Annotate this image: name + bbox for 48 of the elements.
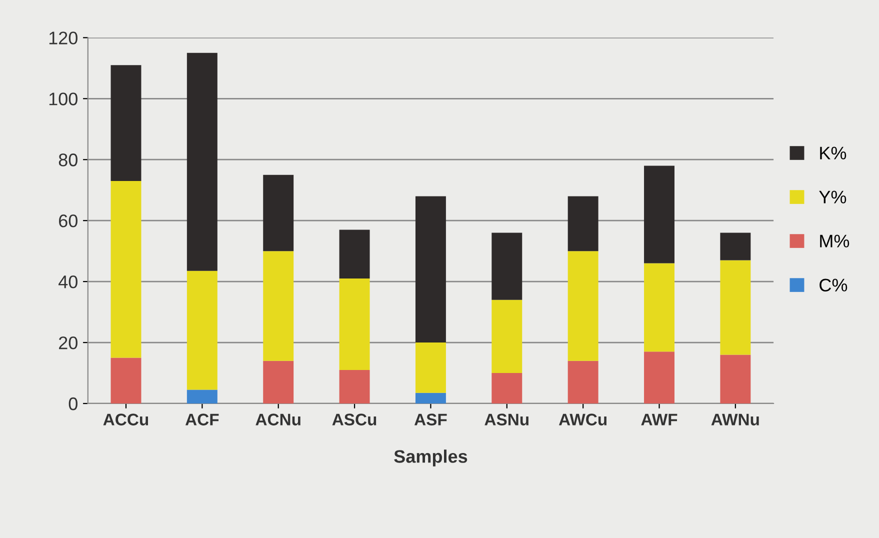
bar	[186, 270, 218, 390]
bar	[644, 166, 674, 264]
x-tick-label: ACNu	[256, 414, 300, 426]
x-tick-label: ASCu	[332, 414, 376, 426]
x-tick-label: AWF	[641, 414, 678, 426]
y-tick-label: 80	[58, 154, 78, 166]
x-tick-label: ACCu	[103, 414, 148, 426]
y-tick-label: 40	[58, 275, 78, 288]
y-tick-label: 60	[59, 214, 78, 228]
legend-label: M%	[820, 234, 850, 248]
bar	[339, 370, 370, 404]
bar	[339, 230, 370, 279]
bar	[339, 278, 370, 370]
bar	[263, 251, 294, 361]
y-tick-label: 100	[49, 92, 78, 106]
bar	[415, 196, 446, 343]
legend-label: C%	[820, 278, 848, 292]
bar	[720, 354, 751, 404]
bar	[568, 251, 598, 361]
bar	[492, 300, 522, 374]
bar	[110, 65, 142, 181]
bar	[415, 392, 446, 404]
bar	[263, 174, 294, 252]
bar	[644, 263, 674, 352]
bar	[568, 196, 598, 252]
bar	[644, 352, 674, 404]
x-tick-label: AWNu	[711, 414, 759, 426]
bar	[492, 373, 522, 404]
y-tick-label: 120	[49, 32, 78, 44]
bar	[720, 232, 751, 260]
x-axis-title: Samples	[394, 450, 468, 466]
bar	[720, 260, 751, 355]
legend-label: Y%	[819, 190, 846, 204]
x-tick-label: ASF	[414, 414, 447, 426]
bar	[568, 360, 598, 404]
bar	[110, 180, 142, 358]
bar	[263, 360, 294, 404]
bar	[186, 52, 218, 271]
x-tick-label: ASNu	[484, 414, 528, 426]
bar	[415, 342, 446, 393]
x-tick-label: ACF	[185, 414, 219, 426]
bar	[110, 358, 142, 404]
bar	[492, 232, 522, 300]
bar	[186, 390, 218, 404]
legend-label: K%	[820, 146, 846, 160]
x-tick-label: AWCu	[558, 414, 607, 426]
y-tick-label: 0	[68, 397, 78, 410]
y-tick-label: 20	[59, 336, 78, 350]
